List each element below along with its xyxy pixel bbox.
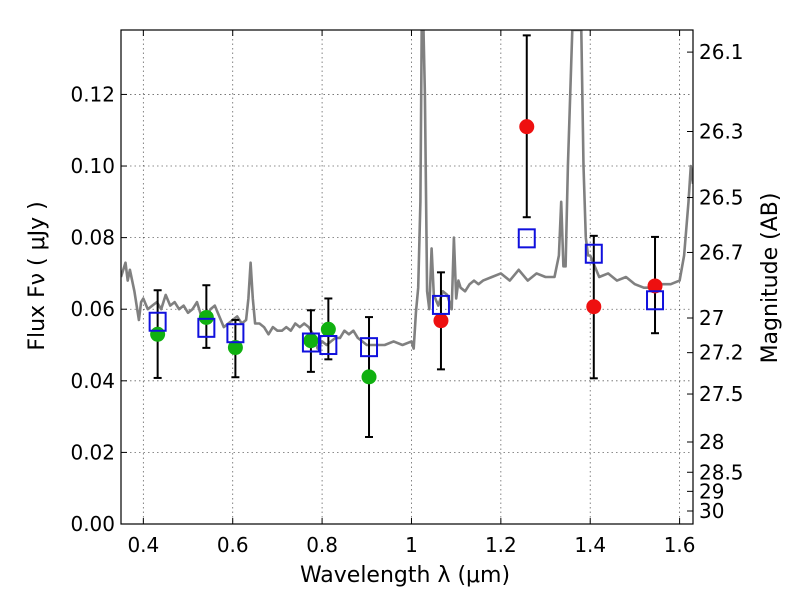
model-square-point <box>584 243 603 264</box>
model-square-point <box>148 311 167 332</box>
model-square-point <box>319 335 338 356</box>
y2-tick-label: 26.1 <box>699 40 744 64</box>
y2-tick-label: 27.5 <box>699 382 744 406</box>
grid <box>121 30 693 524</box>
x-tick-label: 1 <box>405 533 418 557</box>
photometry-point <box>647 278 663 294</box>
x-tick-label: 1.4 <box>574 533 606 557</box>
y-tick-label: 0.06 <box>70 297 115 321</box>
photometry-point <box>433 313 449 329</box>
y-tick-label: 0.08 <box>70 226 115 250</box>
model-square-point <box>197 317 216 338</box>
y2-axis-label: Magnitude (AB) <box>758 193 783 364</box>
y2-tick-label: 27.2 <box>699 341 744 365</box>
axes: 0.4 0.6 0.8 1 1.2 1.4 1.6 0.00 0.02 0.04 0.06 0.08 0… <box>70 29 744 557</box>
photometry-point <box>227 340 243 356</box>
x-axis-label: Wavelength λ (μm) <box>300 563 510 588</box>
y2-tick-label: 27 <box>699 306 724 330</box>
plot-frame <box>120 29 694 525</box>
y-tick-label: 0.10 <box>70 154 115 178</box>
y2-tick-label: 26.3 <box>699 119 744 143</box>
model-square-point <box>431 294 450 315</box>
y2-tick-label: 26.7 <box>699 240 744 264</box>
y-tick-label: 0.12 <box>70 82 115 106</box>
model-square-point <box>517 228 536 249</box>
x-tick-label: 0.6 <box>217 533 249 557</box>
x-tick-label: 1.2 <box>485 533 517 557</box>
model-square-point <box>226 323 245 344</box>
photometry-point <box>303 333 319 349</box>
photometry-point <box>198 309 214 325</box>
x-tick-label: 0.8 <box>306 533 338 557</box>
y2-tick-label: 26.5 <box>699 186 744 210</box>
model-square-point <box>360 337 379 358</box>
y2-tick-label: 28 <box>699 430 724 454</box>
points-layer <box>148 119 665 385</box>
photometry-point <box>361 369 377 385</box>
y-tick-label: 0.02 <box>70 440 115 464</box>
x-tick-label: 0.4 <box>127 533 159 557</box>
photometry-point <box>150 326 166 342</box>
model-square-point <box>301 332 320 353</box>
photometry-point <box>586 299 602 315</box>
y2-tick-label: 28.5 <box>699 460 744 484</box>
x-tick-label: 1.6 <box>664 533 696 557</box>
y2-tick-label: 30 <box>699 499 724 523</box>
photometry-point <box>320 321 336 337</box>
model-square-point <box>646 290 665 311</box>
y-axis-label: Flux Fν ( μJy ) <box>25 201 50 350</box>
y-tick-label: 0.00 <box>70 512 115 536</box>
y-tick-label: 0.04 <box>70 369 115 393</box>
y2-tick-label: 29 <box>699 479 724 503</box>
photometry-point <box>519 119 535 135</box>
